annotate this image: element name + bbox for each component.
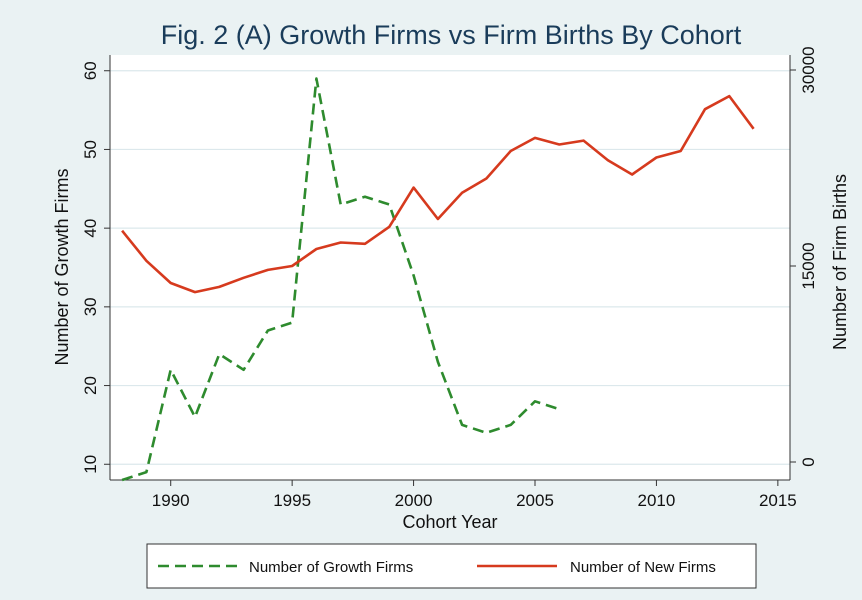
- x-tick-label: 1990: [152, 491, 190, 510]
- legend-box: [146, 543, 757, 589]
- y-tick-label: 30: [81, 297, 100, 316]
- x-tick-label: 2000: [395, 491, 433, 510]
- x-tick-label: 2015: [759, 491, 797, 510]
- y2-axis-title: Number of Firm Births: [830, 174, 850, 350]
- y-tick-label: 10: [81, 455, 100, 474]
- x-axis-title: Cohort Year: [402, 512, 497, 532]
- axis-ticks: 10 20 30 40 50 60 0 15000 30000 1990 1995 2000 2005 2…: [81, 46, 818, 510]
- y2-tick-label: 15000: [799, 242, 818, 289]
- grid: [110, 70, 790, 465]
- legend-label-growth-firms: Number of Growth Firms: [249, 559, 413, 576]
- x-tick-label: 2010: [638, 491, 676, 510]
- y-tick-label: 40: [81, 219, 100, 238]
- y-axis-title: Number of Growth Firms: [52, 168, 72, 365]
- y2-tick-label: 30000: [799, 46, 818, 93]
- x-tick-label: 1995: [273, 491, 311, 510]
- y2-tick-label: 0: [799, 457, 818, 466]
- plot-area: [110, 55, 790, 480]
- chart-title: Fig. 2 (A) Growth Firms vs Firm Births B…: [161, 20, 742, 50]
- y-tick-label: 20: [81, 376, 100, 395]
- legend-label-new-firms: Number of New Firms: [570, 559, 716, 576]
- legend: Number of Growth Firms Number of New Fir…: [146, 543, 757, 589]
- x-tick-label: 2005: [516, 491, 554, 510]
- y-tick-label: 60: [81, 61, 100, 80]
- y-tick-label: 50: [81, 140, 100, 159]
- series-line-new-firms: [121, 94, 755, 294]
- series-lines: [121, 77, 755, 482]
